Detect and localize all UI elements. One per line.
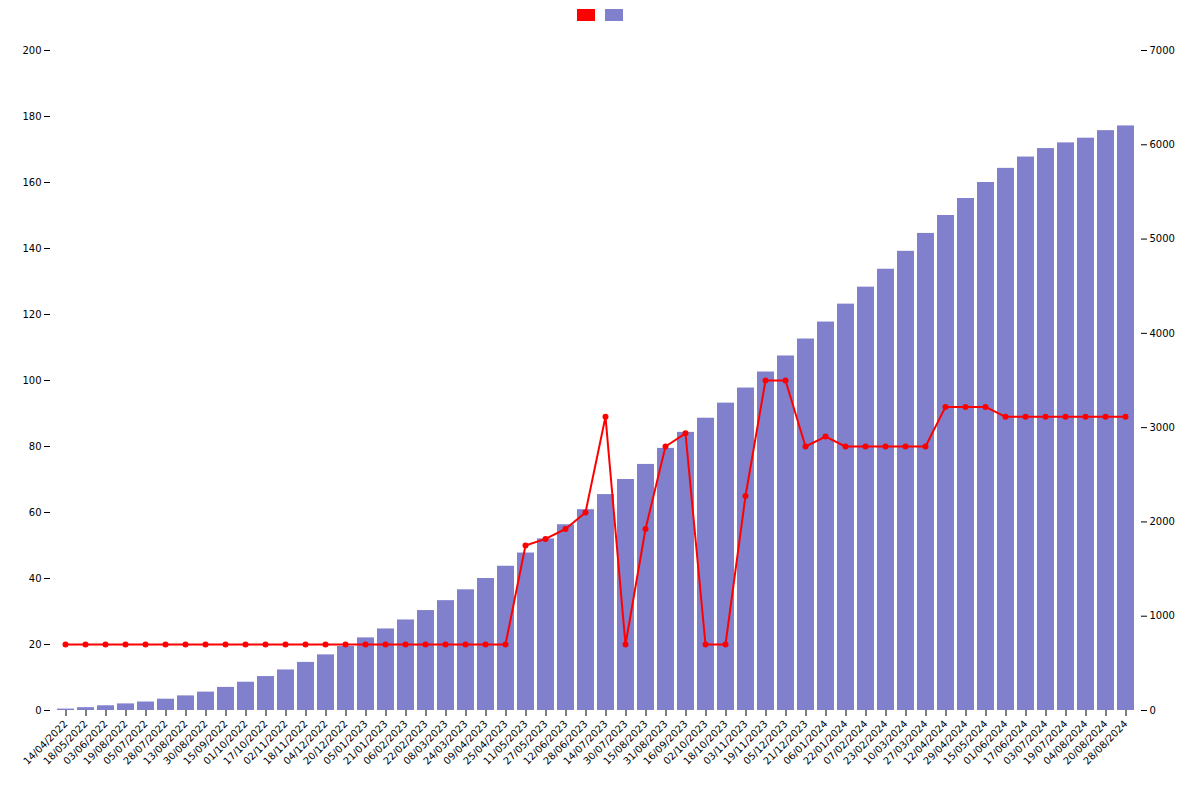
svg-text:2000: 2000 — [1150, 516, 1175, 527]
svg-text:05/01/2023: 05/01/2023 — [321, 718, 370, 767]
svg-text:7000: 7000 — [1150, 45, 1175, 56]
svg-text:28/07/2022: 28/07/2022 — [121, 718, 170, 767]
svg-text:6000: 6000 — [1150, 139, 1175, 150]
svg-text:11/05/2023: 11/05/2023 — [481, 718, 530, 767]
svg-text:12/06/2023: 12/06/2023 — [521, 718, 570, 767]
svg-text:10/03/2024: 10/03/2024 — [861, 718, 910, 767]
svg-text:17/10/2022: 17/10/2022 — [221, 718, 270, 767]
svg-text:20/12/2022: 20/12/2022 — [301, 718, 350, 767]
svg-text:19/08/2022: 19/08/2022 — [81, 718, 130, 767]
svg-text:21/12/2023: 21/12/2023 — [761, 718, 810, 767]
svg-text:80: 80 — [29, 441, 42, 452]
svg-text:5000: 5000 — [1150, 233, 1175, 244]
svg-text:08/03/2023: 08/03/2023 — [401, 718, 450, 767]
svg-text:23/02/2024: 23/02/2024 — [841, 718, 890, 767]
svg-text:160: 160 — [22, 177, 41, 188]
svg-text:27/05/2023: 27/05/2023 — [501, 718, 550, 767]
svg-text:20: 20 — [29, 639, 42, 650]
svg-text:03/06/2022: 03/06/2022 — [61, 718, 110, 767]
svg-text:02/10/2023: 02/10/2023 — [661, 718, 710, 767]
svg-text:14/07/2023: 14/07/2023 — [561, 718, 610, 767]
svg-text:22/02/2023: 22/02/2023 — [381, 718, 430, 767]
svg-text:05/07/2022: 05/07/2022 — [101, 718, 150, 767]
svg-text:30/08/2022: 30/08/2022 — [161, 718, 210, 767]
svg-text:18/11/2022: 18/11/2022 — [261, 718, 310, 767]
svg-text:18/05/2022: 18/05/2022 — [41, 718, 90, 767]
svg-text:09/04/2023: 09/04/2023 — [441, 718, 490, 767]
svg-text:15/09/2022: 15/09/2022 — [181, 718, 230, 767]
svg-text:180: 180 — [22, 111, 41, 122]
svg-text:18/10/2023: 18/10/2023 — [681, 718, 730, 767]
svg-text:27/03/2024: 27/03/2024 — [881, 718, 930, 767]
svg-text:13/08/2022: 13/08/2022 — [141, 718, 190, 767]
svg-text:4000: 4000 — [1150, 328, 1175, 339]
svg-text:12/04/2024: 12/04/2024 — [901, 718, 950, 767]
svg-text:25/04/2023: 25/04/2023 — [461, 718, 510, 767]
svg-text:29/04/2024: 29/04/2024 — [921, 718, 970, 767]
svg-text:01/10/2022: 01/10/2022 — [201, 718, 250, 767]
svg-text:20/08/2024: 20/08/2024 — [1061, 718, 1110, 767]
svg-text:100: 100 — [22, 375, 41, 386]
svg-text:30/07/2023: 30/07/2023 — [581, 718, 630, 767]
svg-text:03/07/2024: 03/07/2024 — [1001, 718, 1050, 767]
svg-text:200: 200 — [22, 45, 41, 56]
svg-text:15/08/2023: 15/08/2023 — [601, 718, 650, 767]
svg-text:22/01/2024: 22/01/2024 — [801, 718, 850, 767]
svg-text:14/04/2022: 14/04/2022 — [21, 718, 70, 767]
svg-text:40: 40 — [29, 573, 42, 584]
svg-text:05/12/2023: 05/12/2023 — [741, 718, 790, 767]
svg-text:02/11/2022: 02/11/2022 — [241, 718, 290, 767]
svg-text:0: 0 — [1150, 705, 1156, 716]
svg-text:06/01/2024: 06/01/2024 — [781, 718, 830, 767]
svg-text:31/08/2023: 31/08/2023 — [621, 718, 670, 767]
svg-text:19/11/2023: 19/11/2023 — [721, 718, 770, 767]
svg-text:1000: 1000 — [1150, 610, 1175, 621]
svg-text:17/06/2024: 17/06/2024 — [981, 718, 1030, 767]
svg-text:15/05/2024: 15/05/2024 — [941, 718, 990, 767]
svg-text:21/01/2023: 21/01/2023 — [341, 718, 390, 767]
svg-text:06/02/2023: 06/02/2023 — [361, 718, 410, 767]
svg-text:04/08/2024: 04/08/2024 — [1041, 718, 1090, 767]
svg-text:140: 140 — [22, 243, 41, 254]
svg-text:28/06/2023: 28/06/2023 — [541, 718, 590, 767]
svg-text:3000: 3000 — [1150, 422, 1175, 433]
svg-text:01/06/2024: 01/06/2024 — [961, 718, 1010, 767]
svg-text:0: 0 — [35, 705, 41, 716]
svg-text:60: 60 — [29, 507, 42, 518]
svg-text:04/12/2022: 04/12/2022 — [281, 718, 330, 767]
svg-text:07/02/2024: 07/02/2024 — [821, 718, 870, 767]
svg-text:16/09/2023: 16/09/2023 — [641, 718, 690, 767]
svg-text:19/07/2024: 19/07/2024 — [1021, 718, 1070, 767]
svg-text:120: 120 — [22, 309, 41, 320]
svg-text:24/03/2023: 24/03/2023 — [421, 718, 470, 767]
svg-text:03/11/2023: 03/11/2023 — [701, 718, 750, 767]
svg-text:28/08/2024: 28/08/2024 — [1081, 718, 1130, 767]
